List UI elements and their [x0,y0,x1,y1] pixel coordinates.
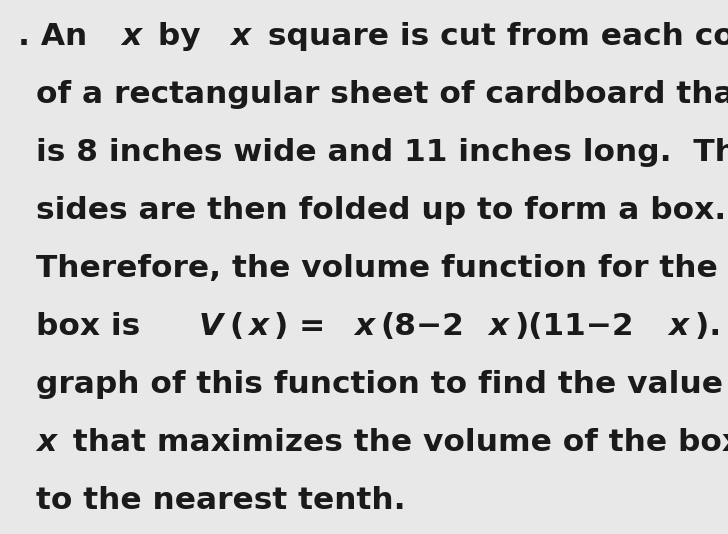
Text: x: x [231,22,250,51]
Text: is 8 inches wide and 11 inches long.  The: is 8 inches wide and 11 inches long. The [36,138,728,167]
Text: x: x [488,312,509,341]
Text: to the nearest tenth.: to the nearest tenth. [36,486,405,515]
Text: of a rectangular sheet of cardboard that: of a rectangular sheet of cardboard that [36,80,728,109]
Text: x: x [122,22,141,51]
Text: ).  Use the: ). Use the [695,312,728,341]
Text: square is cut from each corner: square is cut from each corner [256,22,728,51]
Text: Therefore, the volume function for the: Therefore, the volume function for the [36,254,718,283]
Text: x: x [355,312,374,341]
Text: . An: . An [18,22,98,51]
Text: x: x [669,312,689,341]
Text: by: by [147,22,212,51]
Text: )(11−2: )(11−2 [515,312,634,341]
Text: V: V [199,312,223,341]
Text: graph of this function to find the value of: graph of this function to find the value… [36,370,728,399]
Text: x: x [36,428,56,457]
Text: x: x [248,312,268,341]
Text: box is: box is [36,312,162,341]
Text: ) =: ) = [274,312,336,341]
Text: that maximizes the volume of the box,: that maximizes the volume of the box, [62,428,728,457]
Text: (8−2: (8−2 [380,312,464,341]
Text: (: ( [230,312,244,341]
Text: sides are then folded up to form a box.: sides are then folded up to form a box. [36,196,727,225]
